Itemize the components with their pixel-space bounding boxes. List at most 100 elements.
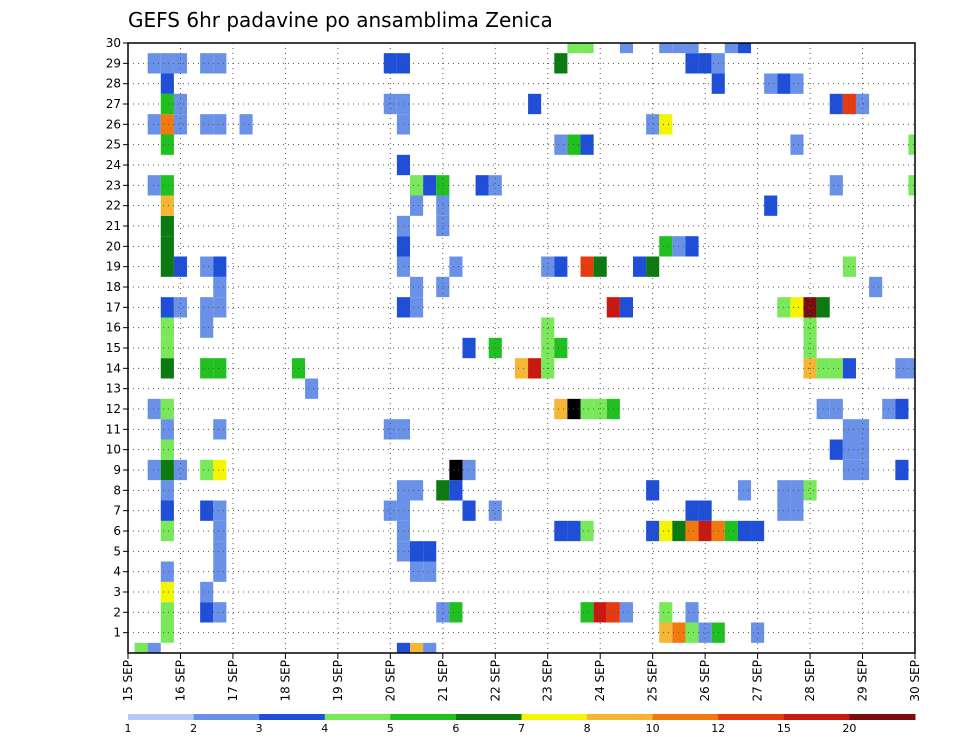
heatmap-cell (213, 561, 227, 582)
colorbar-legend: 1 2 3 4 5 6 7 8 10 12 15 20 (125, 714, 916, 735)
heatmap-cell (410, 642, 424, 653)
heatmap-cell (737, 43, 752, 54)
heatmap-cell (147, 398, 161, 420)
heatmap-cell (790, 73, 804, 94)
heatmap-cell (462, 337, 476, 359)
heatmap-cell (685, 520, 699, 542)
y-tick-label: 20 (106, 239, 121, 253)
heatmap-cell (200, 459, 214, 481)
heatmap-cell (488, 175, 502, 196)
heatmap-cell (580, 520, 594, 542)
heatmap-cell (160, 114, 174, 135)
heatmap-cell (751, 520, 765, 542)
heatmap-cell (908, 358, 915, 379)
heatmap-cell (160, 500, 174, 521)
heatmap-cell (646, 520, 660, 542)
heatmap-cell (829, 439, 843, 460)
heatmap-cell (160, 358, 174, 379)
y-axis: 1234567891011121314151617181920212223242… (106, 36, 128, 640)
x-tick-label: 27 SEP (751, 660, 765, 702)
heatmap-cells (134, 43, 915, 653)
heatmap-cell (213, 500, 227, 521)
y-tick-label: 3 (113, 585, 121, 599)
heatmap-cell (580, 134, 594, 155)
heatmap-cell (383, 500, 397, 521)
y-tick-label: 11 (106, 422, 121, 436)
heatmap-cell (436, 215, 450, 237)
heatmap-cell (160, 561, 174, 582)
y-tick-label: 24 (106, 158, 121, 172)
heatmap-cell (213, 53, 227, 74)
heatmap-cell (213, 256, 227, 277)
heatmap-cell (829, 93, 843, 115)
heatmap-cell (436, 195, 450, 216)
heatmap-cell (410, 480, 424, 501)
y-tick-label: 29 (106, 56, 121, 70)
colorbar-swatch (259, 714, 326, 720)
colorbar-swatch (455, 714, 522, 720)
y-tick-label: 21 (106, 219, 121, 233)
colorbar-label: 15 (777, 722, 791, 735)
y-tick-label: 12 (106, 402, 121, 416)
heatmap-cell (685, 602, 699, 623)
heatmap-cell (724, 43, 738, 54)
colorbar-label: 5 (387, 722, 394, 735)
heatmap-cell (580, 398, 594, 420)
heatmap-cell (213, 297, 227, 318)
heatmap-cell (528, 358, 542, 379)
heatmap-cell (488, 337, 502, 359)
heatmap-cell (449, 480, 463, 501)
colorbar-label: 10 (646, 722, 660, 735)
y-tick-label: 26 (106, 117, 121, 131)
heatmap-cell (173, 459, 188, 481)
heatmap-cell (803, 337, 817, 359)
heatmap-cell (213, 459, 227, 481)
heatmap-cell (685, 500, 699, 521)
colorbar-swatch (128, 714, 195, 720)
heatmap-cell (554, 398, 568, 420)
heatmap-cell (200, 256, 214, 277)
x-tick-label: 25 SEP (646, 660, 660, 702)
y-tick-label: 15 (106, 341, 121, 355)
y-tick-label: 9 (113, 463, 121, 477)
y-tick-label: 16 (106, 321, 121, 335)
y-tick-label: 10 (106, 443, 121, 457)
heatmap-cell (790, 134, 804, 155)
heatmap-cell (475, 175, 489, 196)
heatmap-cell (449, 459, 463, 481)
heatmap-cell (580, 602, 594, 623)
heatmap-cell (672, 43, 686, 54)
heatmap-cell (803, 297, 817, 318)
y-tick-label: 4 (113, 565, 121, 579)
heatmap-cell (160, 195, 174, 216)
y-tick-label: 8 (113, 483, 121, 497)
heatmap-cell (842, 419, 856, 440)
heatmap-cell (160, 398, 174, 420)
heatmap-cell (200, 114, 214, 135)
heatmap-cell (685, 622, 699, 643)
heatmap-cell (514, 358, 529, 379)
heatmap-cell (449, 602, 463, 623)
heatmap-cell (659, 622, 673, 643)
colorbar-swatch (324, 714, 391, 720)
heatmap-cell (160, 602, 174, 623)
heatmap-cell (855, 439, 870, 460)
heatmap-cell (436, 276, 450, 298)
y-tick-label: 18 (106, 280, 121, 294)
heatmap-cell (213, 358, 227, 379)
heatmap-cell (200, 602, 214, 623)
heatmap-cell (842, 459, 856, 481)
grid-lines (128, 43, 915, 653)
colorbar-label: 20 (842, 722, 856, 735)
heatmap-cell (239, 114, 253, 135)
heatmap-cell (410, 175, 424, 196)
heatmap-cell (200, 297, 214, 318)
heatmap-cell (160, 581, 174, 603)
heatmap-cell (855, 419, 870, 440)
heatmap-cell (423, 541, 437, 562)
heatmap-cell (213, 114, 227, 135)
colorbar-swatch (193, 714, 260, 720)
x-tick-label: 17 SEP (226, 660, 240, 702)
colorbar-label: 2 (190, 722, 197, 735)
heatmap-cell (213, 602, 227, 623)
